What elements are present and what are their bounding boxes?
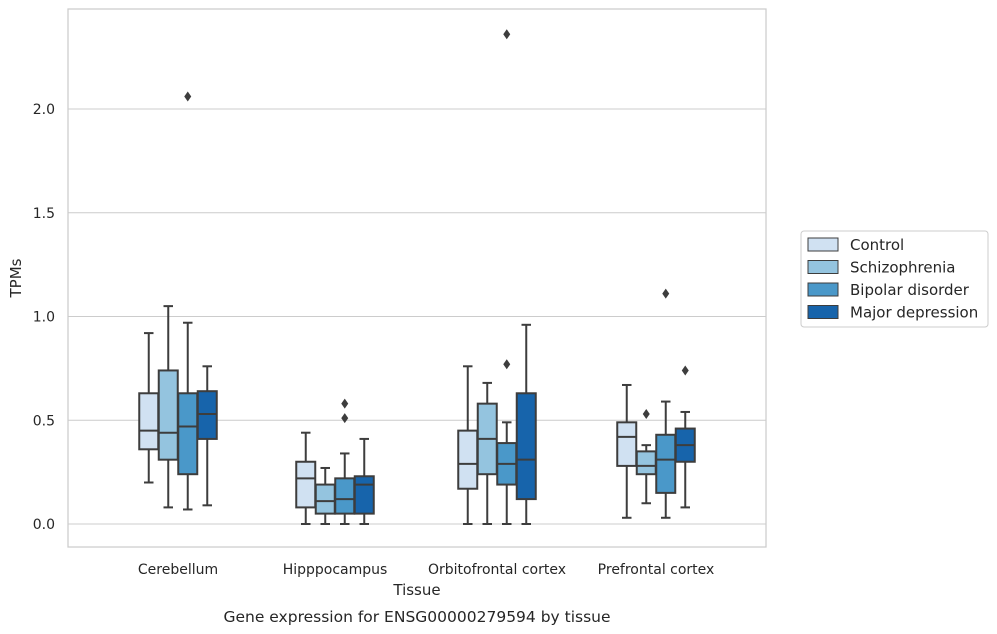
box-control bbox=[616, 383, 638, 519]
box-iqr bbox=[177, 392, 199, 476]
outlier-point bbox=[662, 288, 670, 299]
box-iqr bbox=[655, 433, 677, 494]
legend-label: Schizophrenia bbox=[850, 259, 955, 277]
box-schizophrenia bbox=[314, 466, 336, 525]
box-control bbox=[138, 332, 160, 484]
outlier-point bbox=[503, 359, 511, 370]
outlier-point bbox=[642, 409, 650, 420]
box-bipolar-disorder bbox=[655, 288, 677, 519]
y-tick-label: 2.0 bbox=[33, 102, 55, 118]
plot-area-frame bbox=[67, 8, 767, 548]
boxes bbox=[138, 29, 696, 525]
y-tick-label: 1.5 bbox=[33, 206, 55, 222]
y-axis-label: TPMs bbox=[7, 258, 25, 298]
legend-swatch bbox=[807, 260, 839, 274]
outlier-point bbox=[341, 413, 349, 424]
box-bipolar-disorder bbox=[177, 91, 199, 511]
box-control bbox=[457, 365, 479, 525]
box-schizophrenia bbox=[635, 409, 657, 505]
box-iqr bbox=[196, 390, 218, 440]
x-tick-label: Orbitofrontal cortex bbox=[428, 562, 566, 578]
box-iqr bbox=[295, 460, 317, 509]
legend-swatch bbox=[807, 282, 839, 297]
y-tick-label: 0.5 bbox=[33, 413, 55, 429]
box-bipolar-disorder bbox=[496, 29, 518, 525]
x-tick-label: Prefrontal cortex bbox=[598, 562, 715, 578]
box-major-depression bbox=[674, 365, 696, 509]
x-tick-label: Cerebellum bbox=[138, 562, 218, 578]
box-schizophrenia bbox=[157, 305, 179, 509]
legend-label: Control bbox=[850, 236, 904, 254]
box-bipolar-disorder bbox=[334, 398, 356, 525]
legend: Control Schizophrenia Bipolar disorder Majo… bbox=[800, 230, 989, 328]
legend-label: Major depression bbox=[850, 304, 978, 322]
outlier-point bbox=[681, 365, 689, 376]
box-iqr bbox=[157, 369, 179, 461]
box-iqr bbox=[457, 429, 479, 490]
outlier-point bbox=[341, 398, 349, 409]
y-tick-label: 1.0 bbox=[33, 310, 55, 326]
box-iqr bbox=[353, 475, 375, 515]
box-iqr bbox=[138, 392, 160, 451]
box-schizophrenia bbox=[476, 381, 498, 525]
outlier-point bbox=[184, 91, 192, 102]
chart-caption: Gene expression for ENSG00000279594 by t… bbox=[223, 608, 610, 626]
box-iqr bbox=[635, 450, 657, 476]
box-major-depression bbox=[196, 365, 218, 507]
y-tick-labels: 0.0 0.5 1.0 1.5 2.0 bbox=[33, 102, 55, 533]
x-tick-labels: Cerebellum Hipppocampus Orbitofrontal cort… bbox=[138, 562, 714, 578]
y-tick-label: 0.0 bbox=[33, 517, 55, 533]
legend-frame bbox=[800, 230, 989, 328]
legend-label: Bipolar disorder bbox=[850, 281, 970, 299]
box-control bbox=[295, 431, 317, 525]
outlier-point bbox=[503, 29, 511, 40]
x-tick-label: Hipppocampus bbox=[283, 562, 388, 578]
box-iqr bbox=[515, 392, 537, 501]
box-major-depression bbox=[515, 323, 537, 525]
box-iqr bbox=[314, 483, 336, 515]
box-iqr bbox=[616, 421, 638, 467]
legend-swatch bbox=[807, 237, 839, 252]
box-major-depression bbox=[353, 437, 375, 525]
x-axis-label: Tissue bbox=[392, 581, 440, 599]
box-iqr bbox=[334, 477, 356, 515]
legend-swatch bbox=[807, 305, 839, 319]
